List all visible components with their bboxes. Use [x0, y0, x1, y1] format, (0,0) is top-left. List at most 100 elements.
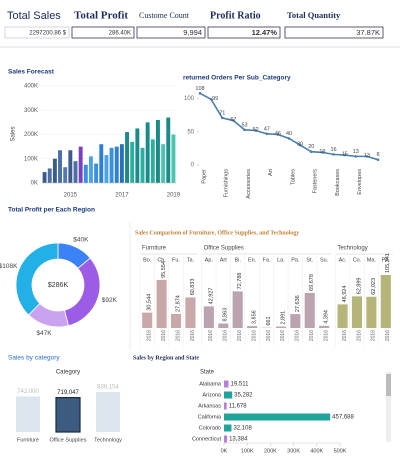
sub-header: Ac.	[339, 257, 347, 263]
bar	[83, 164, 88, 183]
x-tick-label: Paper	[201, 169, 207, 184]
x-tick-label: Envelopes	[357, 169, 363, 195]
group-header: Office Supplies	[204, 246, 244, 252]
year-label: 2016	[190, 330, 196, 341]
bar	[170, 313, 182, 328]
y-tick-label: 50	[187, 129, 194, 135]
point	[243, 128, 246, 132]
value-label: 52	[253, 127, 259, 133]
bar	[156, 119, 160, 183]
bar	[224, 435, 228, 443]
value-label: 19,511	[231, 382, 250, 388]
bar	[109, 147, 114, 183]
bar	[380, 275, 391, 328]
value-label: 105,341	[385, 253, 391, 273]
bar	[58, 150, 62, 183]
chart-title: Sales Comparison of Furniture, Office Su…	[135, 230, 299, 236]
kpi-title: Total Profit	[74, 10, 128, 22]
bar	[130, 141, 135, 183]
bar	[114, 146, 119, 183]
bar	[161, 144, 166, 183]
bar	[366, 296, 377, 328]
chart-title: Sales by Region and State	[133, 355, 199, 361]
year-label: 2016	[251, 330, 257, 341]
slice-label: $47K	[36, 330, 52, 337]
sub-header: Su.	[320, 257, 329, 263]
sub-header: La.	[277, 257, 285, 263]
bar	[218, 323, 229, 328]
bar	[166, 117, 171, 183]
year-label: 2016	[208, 330, 214, 341]
column-header: State	[200, 370, 215, 376]
bar	[52, 158, 57, 183]
value-label: 62,899	[356, 278, 362, 295]
kpi-value: 12.47%	[252, 28, 278, 37]
bar	[104, 155, 109, 183]
kpi-box	[136, 26, 206, 39]
point	[220, 116, 224, 120]
value-label: 836,154	[97, 385, 119, 391]
bar	[142, 312, 153, 328]
kpi-box	[4, 26, 70, 39]
chart-title: Total Profit per Each Region	[8, 207, 95, 214]
value-label: 69,678	[309, 274, 315, 291]
bar	[224, 424, 232, 432]
value-label: 46	[275, 131, 281, 137]
x-tick-label: Tables	[290, 169, 296, 185]
bar	[96, 392, 120, 432]
point	[276, 133, 280, 136]
value-label: 95,554	[161, 261, 167, 278]
point	[376, 158, 380, 161]
year-label: 2016	[223, 330, 229, 341]
bar	[135, 128, 140, 183]
slice-label: $92K	[102, 297, 118, 304]
x-tick-label: Technology	[94, 437, 122, 443]
bar	[42, 172, 47, 183]
bar	[247, 326, 258, 328]
value-label: 13	[364, 153, 370, 159]
value-label: 71	[219, 110, 225, 116]
x-tick-label: 200K	[264, 448, 277, 454]
value-label: 60,833	[190, 279, 196, 296]
sub-header: Pa.	[291, 257, 300, 263]
value-label: 661	[266, 316, 272, 325]
sub-header: Art	[220, 257, 228, 263]
y-tick-label: Colorado	[199, 425, 221, 431]
slice-label: $108K	[0, 263, 18, 270]
bar	[185, 297, 196, 328]
value-label: 30,544	[147, 294, 153, 311]
value-label: 67	[230, 117, 236, 123]
sub-header: Ta.	[187, 257, 195, 263]
sub-header: Ap.	[205, 257, 214, 263]
value-label: 62,023	[371, 278, 377, 295]
sub-header: Ch.	[157, 257, 166, 263]
year-label: 2016	[295, 330, 301, 341]
y-tick-label: 400K	[24, 84, 38, 90]
value-label: 27,636	[295, 295, 301, 312]
bar	[94, 163, 99, 183]
value-label: 457,688	[332, 415, 354, 421]
sub-header: Bo.	[143, 257, 152, 263]
y-tick-label: Arizona	[202, 392, 222, 398]
slice-label: $40K	[73, 236, 89, 243]
value-label: 2,891	[280, 311, 286, 325]
bar	[224, 402, 227, 410]
donut-total: $286K	[48, 282, 69, 289]
group-header: Furniture	[142, 246, 167, 252]
year-label: 2016	[356, 330, 362, 341]
kpi-title: Total Sales	[7, 10, 61, 22]
scrollbar-thumb[interactable]	[386, 374, 391, 396]
x-tick-label: 300K	[287, 448, 300, 454]
bar	[337, 304, 348, 328]
x-tick-label: 2015	[64, 193, 78, 199]
point	[232, 119, 235, 122]
value-label: 30	[297, 142, 303, 148]
kpi-value: 286.40K	[109, 31, 131, 37]
value-label: 46,924	[342, 286, 348, 303]
bar	[275, 326, 286, 328]
year-label: 2016	[309, 330, 315, 341]
x-tick-label: Office Supplies	[50, 437, 87, 443]
scrollbar[interactable]	[386, 372, 391, 442]
value-label: 42,927	[208, 288, 214, 305]
